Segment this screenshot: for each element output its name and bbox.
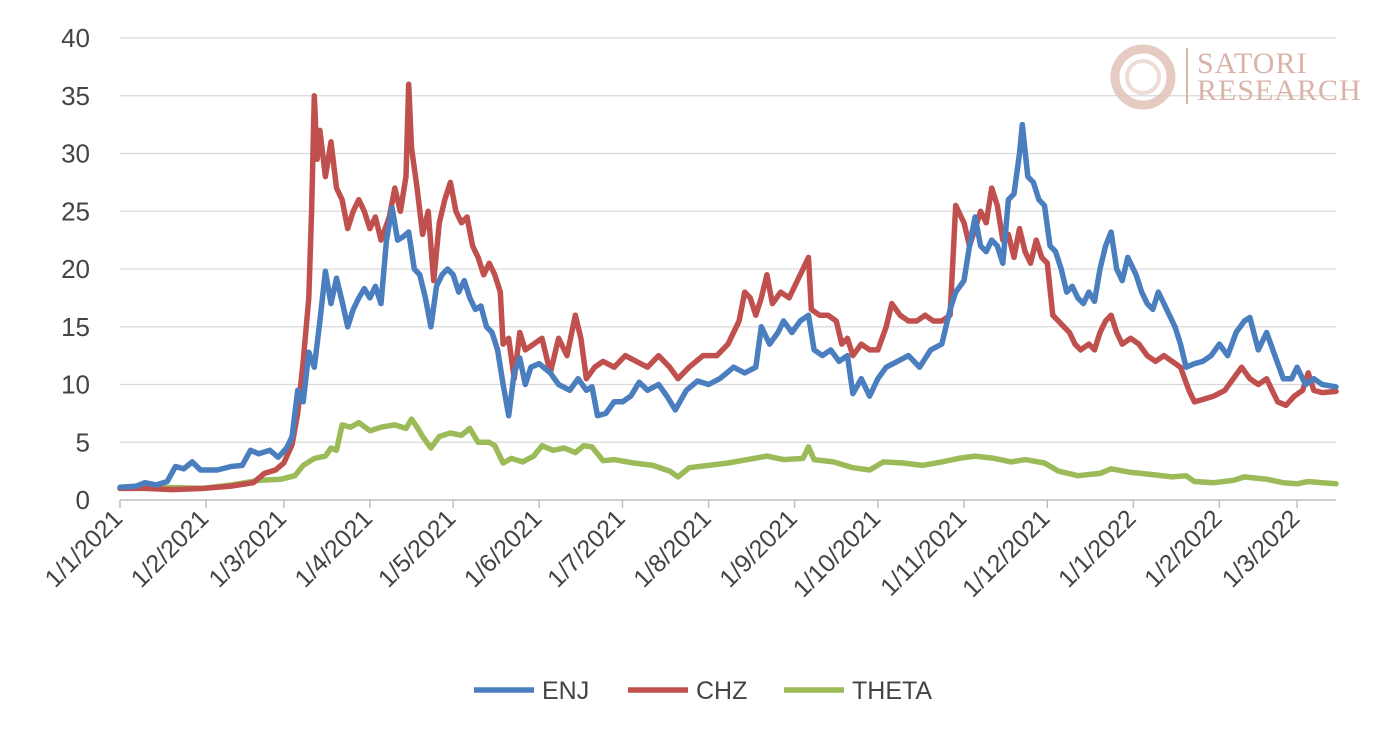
legend: ENJ CHZ THETA bbox=[474, 677, 932, 705]
x-tick-label: 1/10/2021 bbox=[788, 504, 886, 602]
y-tick-label: 20 bbox=[61, 254, 90, 284]
x-tick-label: 1/11/2021 bbox=[875, 504, 972, 601]
x-tick-label: 1/12/2021 bbox=[957, 504, 1055, 602]
y-axis: 0 5 10 15 20 25 30 35 40 bbox=[61, 23, 90, 515]
y-tick-label: 25 bbox=[61, 196, 90, 226]
logo-text-line1: SATORI bbox=[1197, 47, 1307, 80]
legend-label-enj: ENJ bbox=[542, 677, 589, 705]
x-tick-label: 1/4/2021 bbox=[289, 504, 378, 593]
logo-text-line2: RESEARCH bbox=[1197, 74, 1362, 107]
y-tick-label: 0 bbox=[76, 485, 90, 515]
series-line-enj bbox=[117, 121, 1339, 491]
y-tick-label: 5 bbox=[76, 427, 90, 457]
series-line-chz bbox=[117, 81, 1339, 493]
x-tick-label: 1/1/2022 bbox=[1053, 504, 1142, 593]
x-tick-label: 1/2/2022 bbox=[1139, 504, 1228, 593]
x-tick-label: 1/2/2021 bbox=[126, 504, 215, 593]
x-tick-label: 1/8/2021 bbox=[628, 504, 717, 593]
y-tick-label: 40 bbox=[61, 23, 90, 53]
x-tick-label: 1/3/2022 bbox=[1217, 504, 1306, 593]
y-tick-label: 10 bbox=[61, 370, 90, 400]
series-lines bbox=[117, 81, 1339, 493]
x-tick-label: 1/9/2021 bbox=[714, 504, 803, 593]
x-tick-label: 1/6/2021 bbox=[459, 504, 548, 593]
x-tick-label: 1/3/2021 bbox=[203, 504, 292, 593]
y-tick-label: 15 bbox=[61, 312, 90, 342]
y-tick-label: 35 bbox=[61, 81, 90, 111]
x-tick-label: 1/1/2021 bbox=[40, 504, 129, 593]
x-axis: 1/1/20211/2/20211/3/20211/4/20211/5/2021… bbox=[40, 499, 1336, 603]
series-line-theta bbox=[117, 416, 1339, 492]
x-tick-label: 1/5/2021 bbox=[373, 504, 462, 593]
satori-research-logo: SATORI RESEARCH bbox=[1110, 44, 1362, 110]
legend-label-theta: THETA bbox=[852, 677, 932, 705]
legend-label-chz: CHZ bbox=[696, 677, 747, 705]
x-tick-label: 1/7/2021 bbox=[542, 504, 631, 593]
enso-circle-icon bbox=[1110, 44, 1176, 110]
y-tick-label: 30 bbox=[61, 139, 90, 169]
